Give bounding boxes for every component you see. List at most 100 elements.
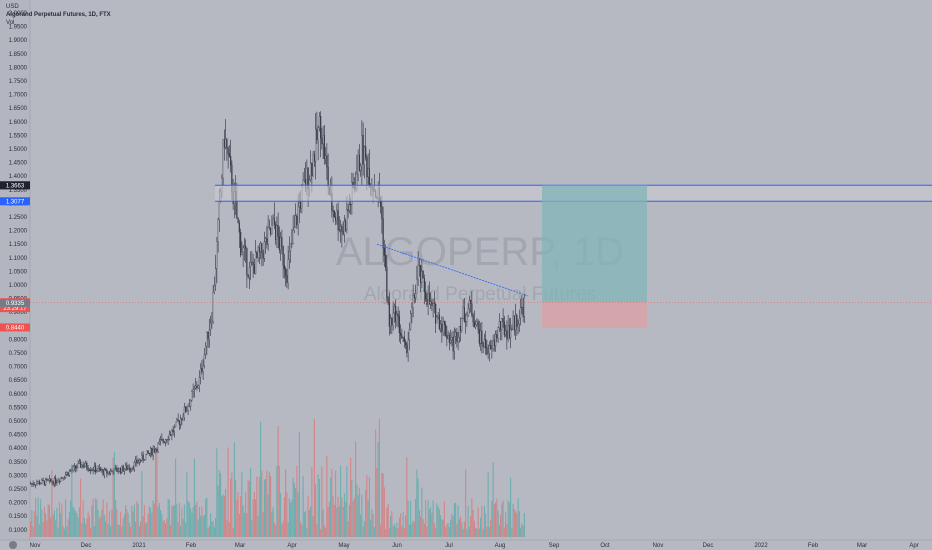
volume-bar <box>51 470 53 537</box>
volume-bar <box>201 506 203 537</box>
candle-body <box>290 243 292 252</box>
volume-bar <box>320 528 322 537</box>
price-tag-label: 0.9335 <box>6 301 25 307</box>
volume-bar <box>446 524 448 537</box>
candle-body <box>205 346 207 355</box>
volume-bar <box>36 515 38 537</box>
y-tick-label: 0.1500 <box>9 514 28 520</box>
candle-body <box>98 468 100 470</box>
candle-body <box>411 307 413 314</box>
volume-bar <box>102 499 104 537</box>
volume-bar <box>502 500 504 537</box>
volume-bar <box>171 506 173 537</box>
candle-body <box>212 292 214 322</box>
volume-bar <box>306 528 308 537</box>
x-tick-label: Feb <box>808 543 819 549</box>
candle-body <box>180 418 182 425</box>
candle-body <box>247 274 249 277</box>
volume-bar <box>146 521 148 537</box>
volume-bar <box>271 511 273 537</box>
volume-bar <box>66 526 68 537</box>
candle-body <box>521 307 523 309</box>
volume-bar <box>496 498 498 537</box>
volume-bar <box>403 528 405 537</box>
candle-body <box>63 477 65 479</box>
volume-bar <box>435 527 437 537</box>
volume-bar <box>282 520 284 537</box>
volume-bar <box>440 515 442 537</box>
candle-body <box>340 226 342 230</box>
candle-body <box>210 322 212 330</box>
volume-bar <box>188 502 190 537</box>
volume-bar <box>437 506 439 537</box>
volume-bar <box>152 500 154 537</box>
volume-bar <box>153 503 155 537</box>
candle-body <box>162 439 164 442</box>
volume-bar <box>351 479 353 537</box>
candle-body <box>281 237 283 247</box>
candle-body <box>65 474 67 478</box>
candle-body <box>257 247 259 258</box>
y-tick-label: 0.7500 <box>9 351 28 357</box>
candle-body <box>263 241 265 259</box>
volume-bar <box>478 528 480 537</box>
volume-bar <box>160 509 162 537</box>
candle-body <box>383 247 385 256</box>
candle-body <box>147 450 149 454</box>
candle-body <box>495 334 497 347</box>
volume-bar <box>142 516 144 537</box>
candle-body <box>138 459 140 463</box>
candle-body <box>426 298 428 305</box>
volume-bar <box>293 483 295 537</box>
candle-body <box>101 469 103 471</box>
volume-bar <box>80 478 82 537</box>
candle-body <box>522 307 524 317</box>
volume-bar <box>132 511 134 537</box>
y-tick-label: 0.7000 <box>9 365 28 371</box>
candle-body <box>418 265 420 267</box>
volume-bar <box>270 475 272 537</box>
candle-body <box>507 325 509 339</box>
candle-body <box>60 477 62 482</box>
volume-bar <box>522 525 524 537</box>
candle-body <box>345 220 347 231</box>
volume-label[interactable]: Vol <box>6 20 15 26</box>
volume-bar <box>148 506 150 537</box>
y-tick-label: 1.1000 <box>9 256 28 262</box>
volume-bar <box>303 512 305 537</box>
symbol-title[interactable]: Algorand Perpetual Futures, 1D, FTX <box>6 12 111 18</box>
volume-bar <box>147 513 149 537</box>
candle-body <box>222 139 224 179</box>
volume-bar <box>506 523 508 537</box>
candle-body <box>246 247 248 275</box>
volume-bar <box>101 509 103 537</box>
candle-body <box>195 385 197 389</box>
volume-bar <box>285 469 287 537</box>
candle-body <box>293 226 295 231</box>
candle-body <box>335 216 337 221</box>
volume-bar <box>441 519 443 537</box>
volume-bar <box>420 516 422 537</box>
volume-bar <box>327 506 329 537</box>
candle-body <box>466 314 468 323</box>
volume-bar <box>481 506 483 537</box>
volume-bar <box>70 500 72 537</box>
price-tag-label: 23:29:17 <box>3 306 27 312</box>
candle-body <box>500 321 502 330</box>
volume-bar <box>40 499 42 537</box>
candle-body <box>268 227 270 229</box>
candle-body <box>228 153 230 157</box>
candle-body <box>468 300 470 310</box>
volume-bar <box>96 499 98 537</box>
candle-body <box>176 419 178 423</box>
candle-body <box>421 271 423 283</box>
volume-bar <box>233 442 235 537</box>
candle-body <box>93 465 95 471</box>
candle-body <box>336 210 338 221</box>
candle-body <box>207 331 209 340</box>
candle-body <box>415 293 417 299</box>
volume-bar <box>432 500 434 537</box>
volume-bar <box>450 519 452 537</box>
